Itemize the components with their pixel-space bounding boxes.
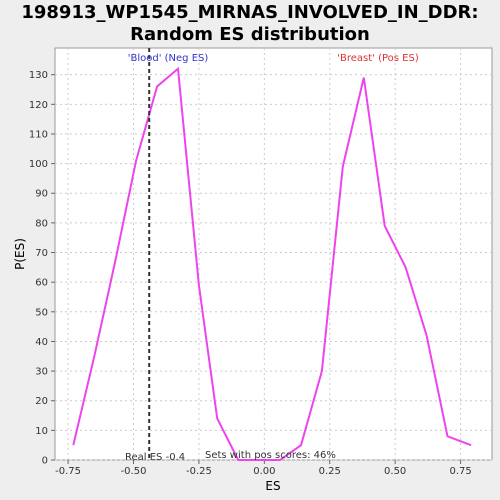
chart-title-line-2: Random ES distribution [130, 24, 370, 45]
x-axis-title: ES [265, 479, 280, 493]
plot-area [54, 47, 493, 461]
x-tick-label: 0.50 [384, 466, 406, 477]
y-tick-label: 110 [29, 129, 48, 140]
y-tick-label: 50 [35, 307, 48, 318]
neg-es-label: 'Blood' (Neg ES) [128, 53, 209, 64]
x-tick-label: 0.00 [253, 466, 275, 477]
y-axis: 0 10 20 30 40 50 60 70 80 90 100 110 120 130 [29, 70, 55, 467]
y-tick-label: 10 [35, 426, 48, 437]
pos-es-label: 'Breast' (Pos ES) [337, 53, 419, 64]
y-tick-label: 20 [35, 396, 48, 407]
x-tick-label: 0.75 [449, 466, 471, 477]
x-tick-label: -0.75 [55, 466, 81, 477]
y-axis-title: P(ES) [13, 238, 27, 270]
y-tick-label: 100 [29, 159, 48, 170]
x-tick-label: 0.25 [319, 466, 341, 477]
x-tick-label: -0.50 [121, 466, 147, 477]
y-tick-label: 40 [35, 337, 48, 348]
y-tick-label: 90 [35, 189, 48, 200]
y-tick-label: 120 [29, 100, 48, 111]
series-line [72, 66, 472, 461]
real-es-label: Real ES -0.4 [125, 452, 185, 463]
y-tick-label: 130 [29, 70, 48, 81]
y-tick-label: 30 [35, 367, 48, 378]
grid [55, 48, 492, 461]
pos-scores-label: Sets with pos scores: 46% [205, 450, 336, 461]
y-tick-label: 80 [35, 218, 48, 229]
y-tick-label: 60 [35, 278, 48, 289]
y-tick-label: 0 [42, 456, 48, 467]
x-axis: -0.75 -0.50 -0.25 0.00 0.25 0.50 0.75 [55, 460, 472, 477]
chart-title-line-1: 198913_WP1545_MIRNAS_INVOLVED_IN_DDR: [21, 2, 479, 23]
x-tick-label: -0.25 [186, 466, 212, 477]
y-tick-label: 70 [35, 248, 48, 259]
